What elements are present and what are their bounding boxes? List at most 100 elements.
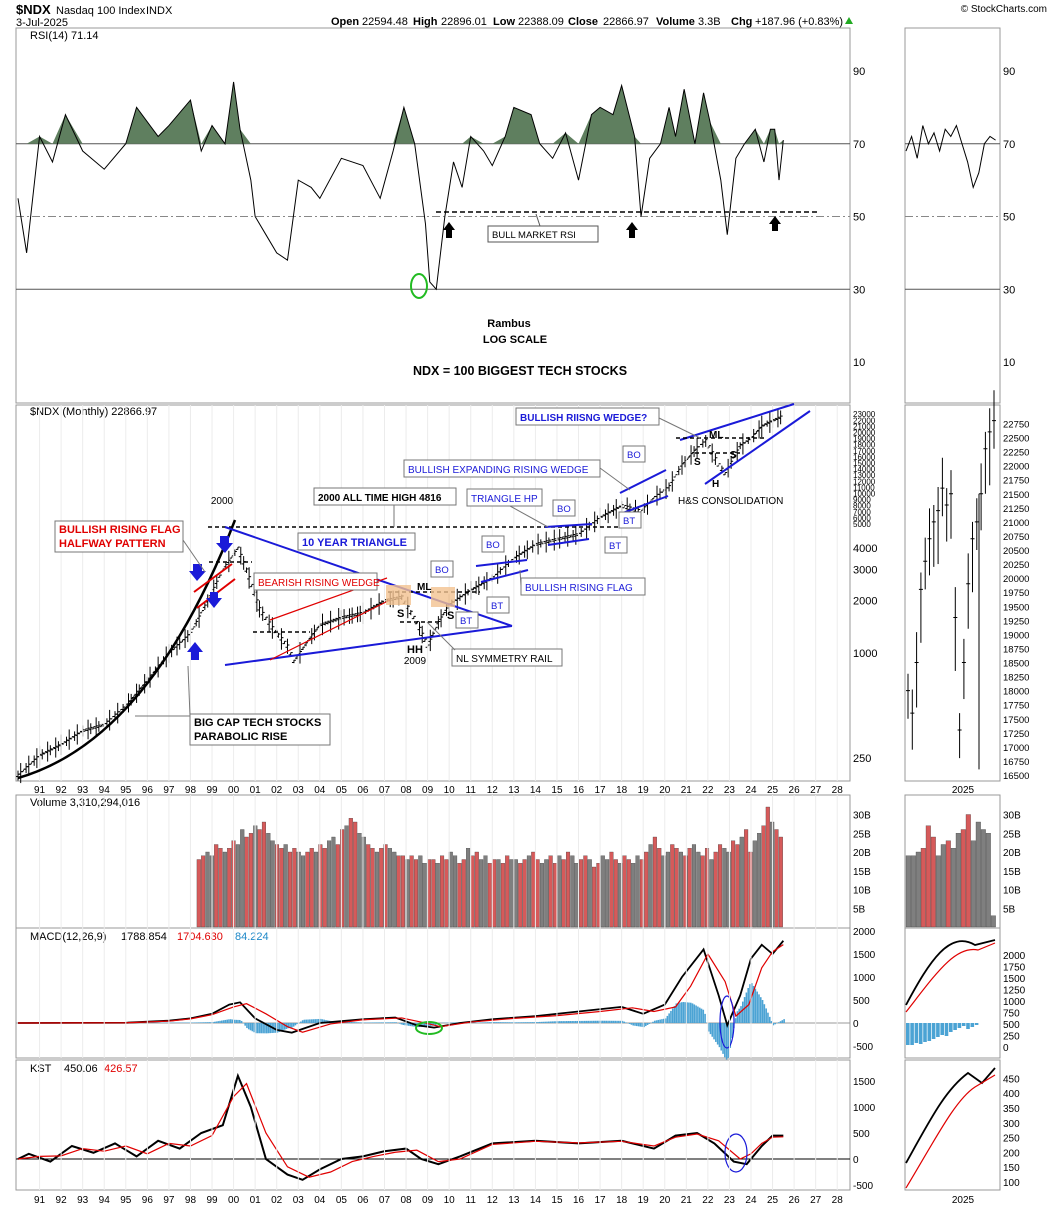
macd-histogram-bar (201, 1022, 203, 1023)
macd-histogram-bar (562, 1021, 564, 1023)
macd-histogram-bar (691, 1003, 694, 1023)
price-tick-label: 8000 (853, 502, 871, 511)
volume-bar (214, 844, 219, 928)
x-tick-label: 98 (185, 1195, 197, 1206)
price-inset-tick-label: 19500 (1003, 602, 1029, 613)
volume-bar (600, 855, 605, 928)
x-tick-label: 20 (659, 1195, 671, 1206)
macd-histogram-bar (524, 1022, 527, 1023)
macd-histogram-bar (713, 1023, 715, 1040)
macd-histogram-bar (269, 1023, 272, 1034)
up-arrow-icon (626, 222, 638, 238)
volume-bar (513, 859, 518, 928)
chart-date: 3-Jul-2025 (16, 17, 68, 29)
volume-bar (726, 851, 731, 928)
macd-histogram-bar (707, 1023, 710, 1032)
macd-histogram-bar (224, 1019, 227, 1023)
macd-histogram-bar (384, 1022, 387, 1023)
macd-histogram-bar (565, 1021, 568, 1023)
bt-label: BT (609, 541, 621, 552)
bo-label: BO (486, 540, 500, 551)
volume-bar (422, 863, 427, 928)
macd-histogram-bar (194, 1022, 196, 1023)
macd-histogram-bar (276, 1023, 279, 1033)
macd-histogram-bar (546, 1021, 548, 1023)
volume-tick-label: 15B (853, 867, 871, 878)
kst-inset-line (905, 1067, 996, 1164)
x-tick-label: 15 (551, 1195, 563, 1206)
macd-histogram-bar (212, 1022, 214, 1023)
macd-histogram-bar (614, 1020, 617, 1023)
high-label: High (413, 16, 438, 28)
price-inset-tick-label: 17250 (1003, 729, 1029, 740)
macd-histogram-bar (531, 1022, 534, 1023)
x-tick-label: 94 (99, 1195, 111, 1206)
volume-bar (622, 855, 627, 928)
down-arrow-icon (206, 592, 222, 608)
macd-histogram-bar (574, 1020, 577, 1023)
volume-tick-label: 30B (853, 811, 871, 822)
shoulder-label: S (730, 450, 737, 461)
x-tick-label: 17 (595, 785, 607, 796)
flag-line (475, 559, 528, 567)
price-inset-tick-label: 21750 (1003, 476, 1029, 487)
volume-bar (418, 855, 423, 928)
low-label: Low (493, 16, 515, 28)
macd-histogram-bar (596, 1020, 599, 1023)
x-tick-label: 01 (250, 785, 262, 796)
price-inset-tick-label: 20000 (1003, 574, 1029, 585)
macd-histogram-bar (206, 1022, 209, 1023)
macd-histogram-bar (612, 1020, 615, 1023)
volume-inset-bar (925, 825, 931, 928)
close-value: 22866.97 (603, 16, 649, 28)
macd-histogram-bar (639, 1023, 642, 1027)
bo-label-box (481, 535, 505, 553)
x-tick-label: 91 (34, 1195, 46, 1206)
macd-histogram-bar (754, 988, 757, 1023)
bo-label-box (622, 445, 646, 463)
close-label: Close (568, 16, 598, 28)
macd-histogram-bar (736, 1011, 739, 1023)
macd-histogram-bar (671, 1008, 674, 1023)
macd-histogram-bar (558, 1021, 561, 1023)
rising-wedge-question-label-box (515, 407, 660, 426)
x-tick-label: 99 (206, 1195, 218, 1206)
volume-bar (392, 851, 397, 928)
macd-tick-label: 0 (853, 1019, 859, 1030)
x-tick-label: 13 (508, 785, 520, 796)
volume-bar (739, 836, 744, 928)
x-tick-label: 09 (422, 1195, 434, 1206)
bt-label-box (486, 596, 510, 614)
x-tick-label: 92 (56, 1195, 68, 1206)
macd-inset-histogram-bar (970, 1023, 975, 1027)
bull-market-rsi-box (487, 225, 599, 243)
price-tick-label: 11000 (853, 483, 875, 492)
x-tick-label: 18 (616, 785, 628, 796)
macd-histogram-bar (255, 1023, 257, 1034)
volume-bar (248, 833, 253, 928)
volume-bar (535, 859, 540, 928)
volume-bar (609, 851, 614, 928)
volume-bar (201, 855, 206, 928)
volume-bar (222, 851, 227, 928)
macd-histogram-bar (619, 1020, 622, 1023)
macd-histogram-bar (213, 1021, 216, 1023)
rsi-inset-tick-label: 70 (1003, 139, 1015, 151)
macd-histogram-bar (569, 1021, 572, 1023)
x-tick-label: 12 (487, 1195, 499, 1206)
year-2009-label: 2009 (404, 656, 427, 667)
volume-inset-tick-label: 20B (1003, 848, 1021, 859)
rsi-line (17, 81, 784, 291)
macd-inset-histogram-bar (923, 1023, 927, 1042)
volume-bar (718, 844, 723, 928)
macd-histogram-bar (576, 1020, 579, 1023)
macd-signal-line (17, 944, 784, 1033)
expanding-wedge-label: BULLISH EXPANDING RISING WEDGE (408, 465, 589, 476)
macd-histogram-bar (571, 1021, 573, 1023)
kst-layer: -500 0 500 1000 1500 100 150 200 250 300 350 400 450 (16, 1067, 1020, 1192)
x-tick-label: 03 (293, 1195, 305, 1206)
price-tick-label: 19000 (853, 435, 876, 444)
x-tick-label: 18 (616, 1195, 628, 1206)
volume-bar (592, 866, 597, 928)
macd-histogram-bar (587, 1020, 590, 1023)
